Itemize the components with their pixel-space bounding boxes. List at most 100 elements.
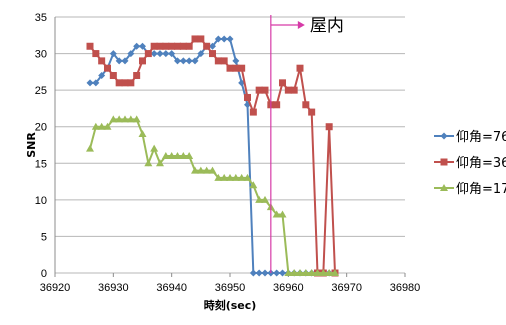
data-point — [156, 50, 164, 58]
data-point — [308, 108, 316, 116]
legend-label: 仰角=17 — [456, 182, 506, 197]
data-point — [139, 57, 146, 65]
data-point — [98, 57, 106, 65]
data-point — [313, 269, 322, 276]
x-tick-label: 36970 — [331, 282, 362, 294]
data-point — [162, 50, 170, 58]
data-point — [150, 42, 158, 50]
x-tick-label: 36980 — [390, 282, 421, 294]
data-point — [249, 108, 257, 116]
data-point — [179, 151, 188, 159]
data-point — [86, 144, 94, 152]
data-point — [203, 42, 211, 50]
data-point — [232, 57, 240, 65]
x-tick-label: 36920 — [40, 282, 71, 294]
data-point — [249, 269, 257, 277]
y-tick-label: 15 — [35, 158, 47, 170]
indoor-label: 屋内 — [310, 16, 344, 36]
data-point — [86, 42, 94, 50]
data-point — [150, 50, 158, 58]
data-point — [209, 42, 216, 50]
data-point — [272, 210, 281, 218]
data-point — [168, 42, 176, 50]
data-point — [144, 159, 153, 167]
data-point — [173, 151, 182, 159]
data-point — [109, 115, 118, 123]
data-point — [220, 173, 229, 181]
data-point — [273, 101, 281, 109]
x-axis-title: 時刻(sec) — [204, 298, 257, 312]
data-point — [209, 50, 216, 58]
data-point — [132, 115, 141, 123]
data-point — [325, 269, 334, 276]
x-tick-label: 36930 — [98, 282, 129, 294]
data-point — [168, 50, 176, 58]
data-point — [255, 86, 263, 94]
data-point — [226, 173, 234, 181]
data-point — [226, 35, 234, 43]
data-point — [115, 79, 123, 87]
data-point — [197, 50, 205, 58]
data-point — [232, 64, 240, 72]
y-tick-label: 20 — [35, 122, 47, 134]
data-point — [167, 151, 176, 159]
data-point — [104, 64, 111, 72]
y-tick-label: 10 — [35, 195, 47, 207]
data-point — [121, 115, 129, 123]
data-point — [103, 122, 112, 130]
data-point — [261, 269, 269, 277]
data-point — [121, 57, 129, 65]
data-point — [86, 79, 94, 87]
data-point — [115, 115, 124, 123]
data-point — [290, 269, 299, 276]
data-point — [255, 195, 264, 203]
data-point — [191, 57, 199, 65]
data-point — [214, 57, 222, 65]
data-point — [126, 115, 135, 123]
data-point — [220, 57, 228, 65]
data-point — [97, 122, 106, 130]
data-point — [196, 166, 205, 174]
data-point — [127, 50, 135, 58]
x-tick-label: 36960 — [273, 282, 304, 294]
data-point — [244, 93, 251, 101]
data-point — [115, 57, 123, 65]
data-point — [238, 64, 246, 72]
data-point — [325, 123, 333, 131]
data-point — [202, 166, 211, 174]
data-point — [179, 42, 187, 50]
data-point — [139, 42, 146, 50]
data-point — [133, 42, 141, 50]
data-point — [197, 35, 205, 43]
data-point — [243, 173, 252, 181]
data-point — [179, 57, 187, 65]
data-point — [92, 50, 100, 58]
data-point — [174, 42, 181, 50]
data-point — [156, 159, 164, 167]
data-point — [290, 86, 298, 94]
data-point — [127, 79, 135, 87]
data-point — [162, 42, 170, 50]
y-tick-label: 35 — [35, 12, 47, 24]
data-point — [279, 269, 286, 277]
data-point — [109, 50, 117, 58]
legend-marker — [440, 158, 448, 166]
x-tick-label: 36940 — [156, 282, 187, 294]
data-point — [191, 166, 199, 174]
data-point — [301, 269, 310, 276]
data-point — [319, 269, 328, 276]
data-point — [307, 269, 316, 276]
y-tick-label: 0 — [41, 268, 47, 280]
data-point — [231, 173, 240, 181]
series-line-2 — [89, 37, 336, 274]
x-tick-label: 36950 — [215, 282, 246, 294]
data-point — [191, 35, 199, 43]
data-point — [255, 269, 263, 277]
series-line-3 — [89, 118, 335, 274]
data-point — [220, 35, 228, 43]
data-point — [133, 72, 141, 80]
data-point — [214, 173, 223, 181]
data-point — [284, 269, 293, 276]
data-point — [138, 130, 147, 138]
